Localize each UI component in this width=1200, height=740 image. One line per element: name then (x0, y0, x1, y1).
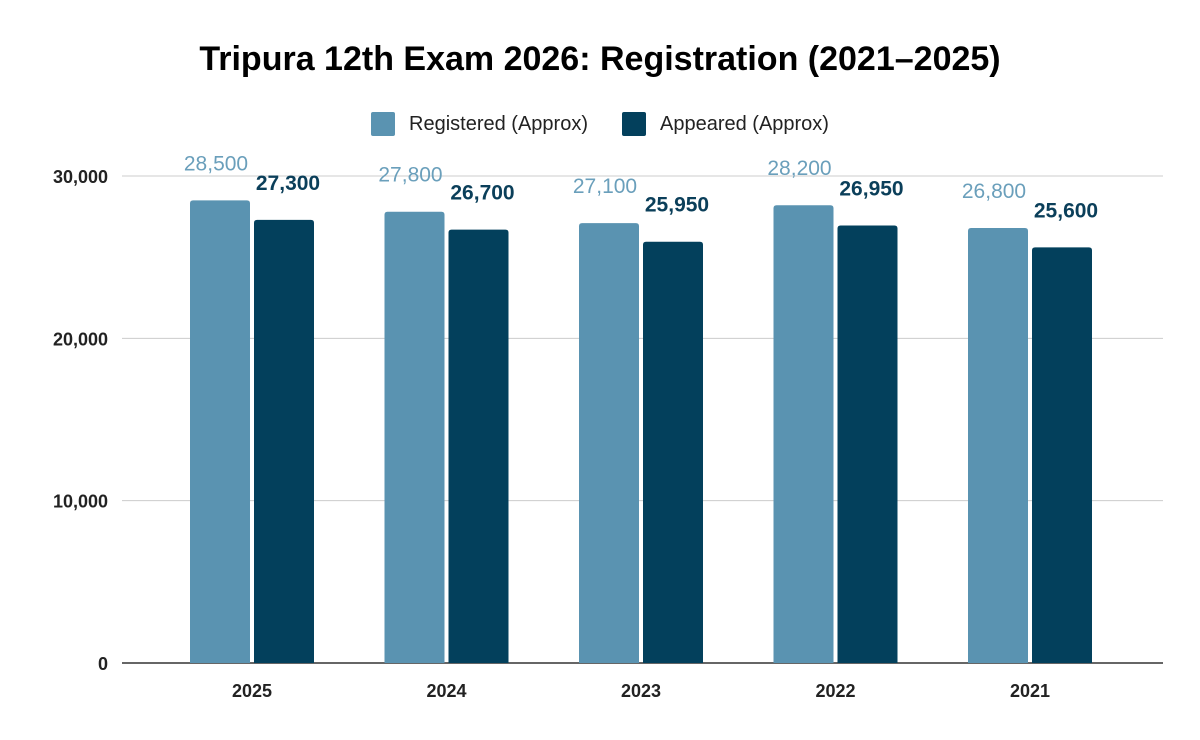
data-label-appeared: 26,950 (839, 178, 903, 201)
bar-registered (190, 200, 250, 663)
bar-appeared (837, 225, 898, 664)
x-tick-label: 2025 (232, 681, 272, 701)
data-label-appeared: 25,950 (645, 194, 709, 217)
data-label-appeared: 25,600 (1034, 199, 1098, 222)
legend-swatch-registered (371, 112, 396, 136)
y-tick-label: 0 (98, 654, 108, 674)
legend-item-appeared: Appeared (Approx) (621, 112, 829, 136)
legend-label-registered: Registered (Approx) (409, 112, 588, 135)
bar-registered (384, 211, 445, 664)
data-label-registered: 28,200 (767, 157, 831, 180)
y-tick-label: 20,000 (53, 329, 108, 349)
legend-item-registered: Registered (Approx) (371, 112, 588, 136)
x-tick-label: 2023 (621, 681, 661, 701)
data-label-registered: 28,500 (184, 152, 248, 175)
data-label-appeared: 27,300 (256, 172, 320, 195)
legend-swatch-appeared (621, 112, 646, 136)
bar-registered (579, 223, 639, 663)
bar-appeared (254, 219, 314, 663)
data-label-registered: 27,800 (378, 164, 442, 187)
bar-appeared (1032, 247, 1092, 663)
x-tick-label: 2021 (1010, 681, 1050, 701)
y-tick-label: 10,000 (53, 492, 108, 512)
bar-appeared (643, 241, 703, 663)
bar-registered (773, 205, 834, 663)
data-label-appeared: 26,700 (450, 182, 514, 205)
data-label-registered: 27,100 (573, 175, 637, 198)
chart-title: Tripura 12th Exam 2026: Registration (20… (199, 40, 1001, 78)
x-tick-label: 2024 (426, 681, 466, 701)
data-label-registered: 26,800 (962, 180, 1026, 203)
x-tick-label: 2022 (815, 681, 855, 701)
y-tick-label: 30,000 (53, 167, 108, 187)
legend-label-appeared: Appeared (Approx) (659, 112, 829, 135)
bar-appeared (448, 229, 509, 663)
bar-registered (968, 227, 1028, 664)
legend: Registered (Approx) Appeared (Approx) (0, 112, 1200, 136)
